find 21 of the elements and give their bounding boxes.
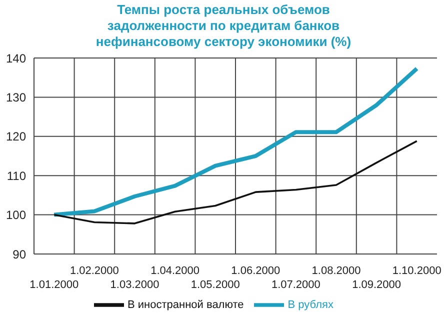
legend-label: В иностранной валюте xyxy=(128,298,244,311)
y-tick-label: 110 xyxy=(6,168,26,183)
x-tick-label: 1.09.2000 xyxy=(352,279,402,291)
x-tick-label: 1.10.2000 xyxy=(392,265,442,277)
y-tick-label: 120 xyxy=(6,130,26,144)
x-tick-label: 1.05.2000 xyxy=(190,279,240,291)
x-tick-label: 1.01.2000 xyxy=(30,279,79,291)
x-tick-label: 1.06.2000 xyxy=(231,265,280,277)
y-tick-label: 140 xyxy=(6,51,26,66)
chart-title: Темпы роста реальных объемов задолженности по кредитам банков нефинансовому сектору экономики (%) xyxy=(94,2,352,50)
legend-label: В рублях xyxy=(288,298,334,311)
y-tick-label: 90 xyxy=(12,247,26,262)
line-series xyxy=(53,140,418,224)
line-series xyxy=(52,66,419,217)
x-tick-label: 1.02.2000 xyxy=(70,265,119,277)
x-tick-label: 1.03.2000 xyxy=(110,279,160,291)
y-tick-label: 100 xyxy=(6,208,26,222)
x-tick-label: 1.08.2000 xyxy=(312,265,361,277)
x-tick-label: 1.04.2000 xyxy=(150,265,200,277)
x-tick-label: 1.07.2000 xyxy=(271,279,320,291)
y-tick-label: 130 xyxy=(6,90,26,104)
